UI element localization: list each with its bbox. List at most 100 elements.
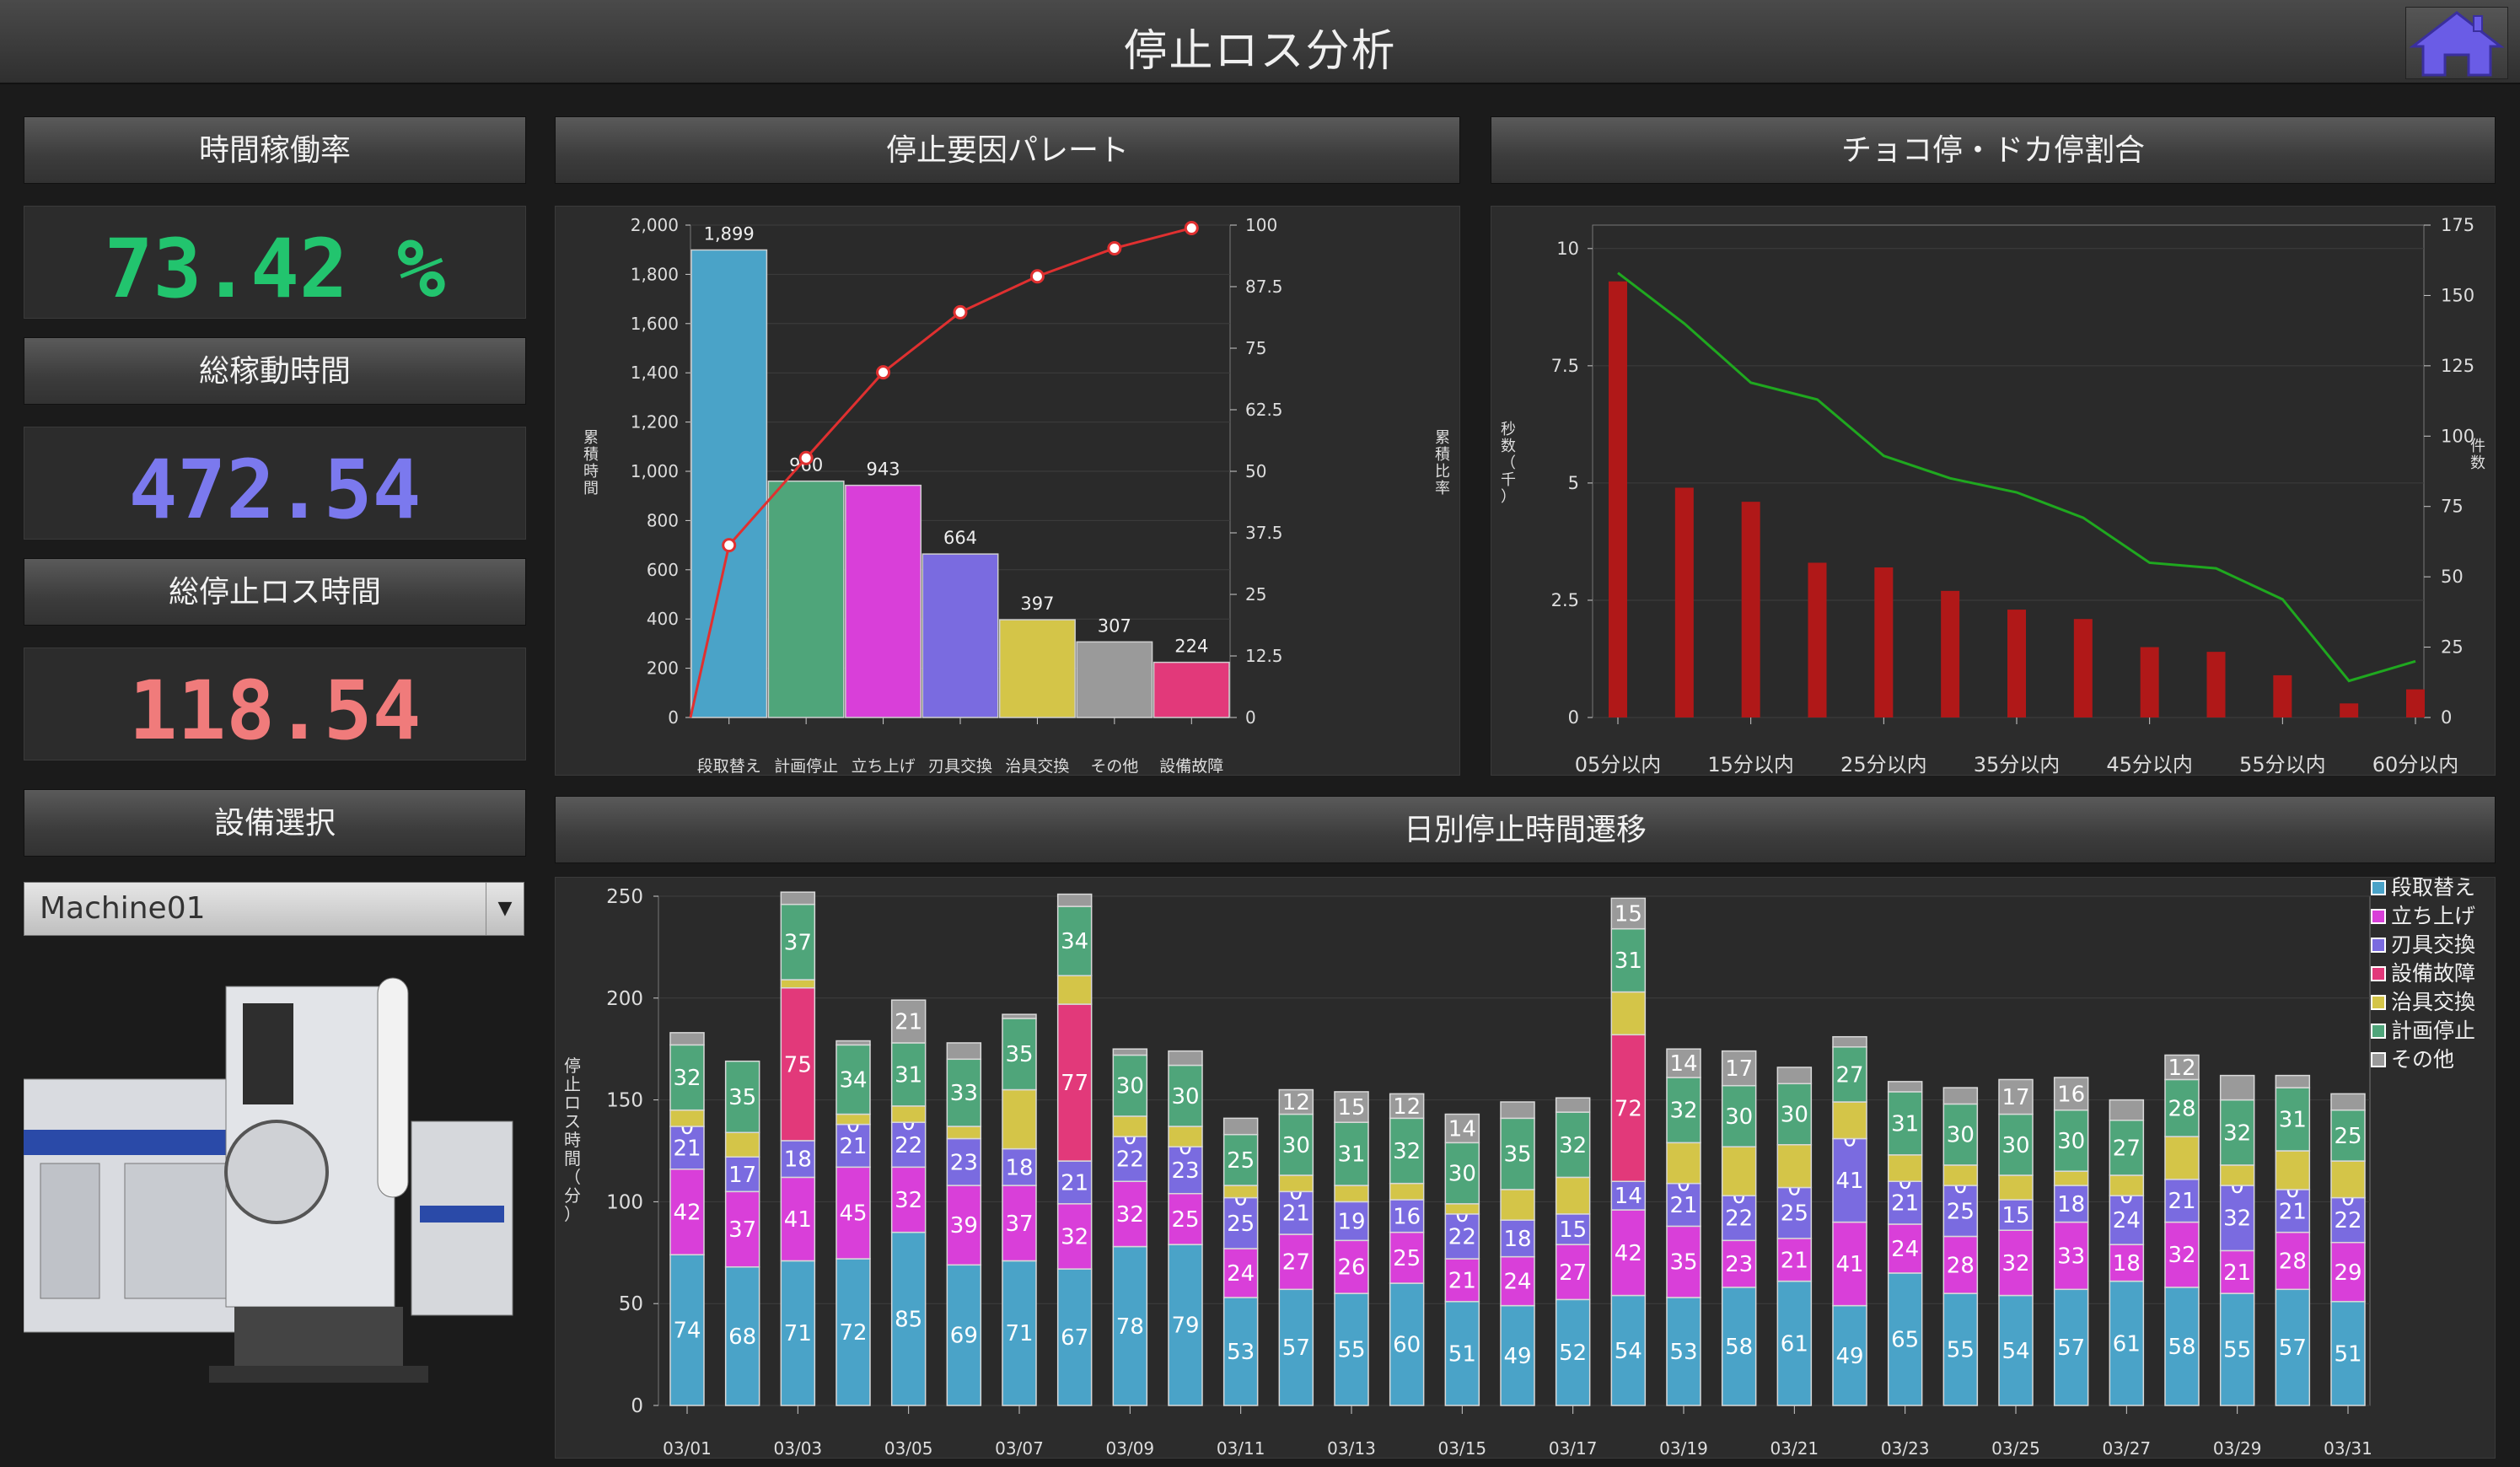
pareto-bar — [767, 480, 845, 718]
legend-item[interactable]: 計画停止 — [2371, 1017, 2475, 1045]
daily-segment-label: 33 — [950, 1081, 978, 1106]
pareto-cumulative-point — [1107, 240, 1122, 255]
daily-segment-label: 14 — [1615, 1184, 1642, 1209]
daily-segment-label: 21 — [2223, 1260, 2251, 1286]
home-button[interactable] — [2405, 7, 2508, 79]
daily-bar-segment — [1555, 1097, 1591, 1113]
daily-bar-segment — [1222, 1117, 1259, 1136]
daily-y-tick-label: 50 — [619, 1293, 643, 1315]
choko-x-tick-label: 55分以内 — [2239, 753, 2326, 775]
daily-segment-label: 17 — [1725, 1056, 1753, 1082]
daily-segment-label: 30 — [1282, 1133, 1310, 1158]
pareto-y2-tick-label: 25 — [1245, 584, 1266, 605]
legend-item[interactable]: 立ち上げ — [2371, 902, 2475, 931]
daily-segment-label: 37 — [784, 930, 812, 955]
daily-bar-segment — [2330, 1160, 2366, 1199]
daily-segment-label: 28 — [2279, 1249, 2307, 1274]
daily-segment-label: 12 — [1393, 1094, 1421, 1120]
daily-segment-label: 65 — [1891, 1327, 1919, 1352]
daily-segment-label: 31 — [2279, 1108, 2307, 1133]
daily-bar-segment — [1721, 1239, 1757, 1288]
pareto-x-tick-label: 計画停止 — [774, 757, 838, 775]
daily-segment-label: 41 — [784, 1207, 812, 1233]
daily-y-axis-label: 停止ロス時間（分） — [564, 1056, 581, 1224]
daily-bar-segment — [1610, 1209, 1647, 1297]
legend-label: 計画停止 — [2391, 1018, 2476, 1043]
daily-bar-segment — [1776, 1238, 1813, 1282]
pareto-bar-label: 397 — [1020, 594, 1054, 614]
daily-segment-label: 30 — [1781, 1103, 1808, 1128]
daily-bar-segment — [2219, 1164, 2255, 1186]
pareto-y2-tick-label: 37.5 — [1245, 523, 1283, 543]
daily-bar-segment — [946, 1264, 982, 1406]
daily-bar-segment — [890, 1105, 927, 1123]
daily-segment-label: 22 — [2334, 1208, 2361, 1233]
daily-segment-label: 71 — [784, 1321, 812, 1346]
daily-segment-label: 21 — [1282, 1201, 1310, 1227]
daily-y-tick-label: 0 — [631, 1395, 643, 1417]
daily-bar-segment — [2164, 1054, 2200, 1081]
daily-segment-label: 53 — [1669, 1340, 1697, 1365]
daily-segment-label: 33 — [2057, 1244, 2085, 1269]
pareto-cumulative-point — [722, 538, 737, 553]
daily-segment-label: 41 — [1835, 1252, 1863, 1277]
legend-item[interactable]: 段取替え — [2371, 873, 2475, 902]
daily-segment-label: 15 — [1559, 1217, 1587, 1243]
daily-bar-segment — [1666, 1182, 1701, 1228]
daily-bar-segment — [2219, 1074, 2255, 1101]
daily-bar-segment — [1056, 905, 1093, 976]
daily-x-tick-label: 03/31 — [2324, 1438, 2372, 1458]
daily-x-tick-label: 03/09 — [1106, 1438, 1155, 1458]
chevron-down-icon[interactable]: ▼ — [486, 883, 524, 935]
daily-segment-label: 21 — [1448, 1268, 1476, 1293]
daily-segment-label: 28 — [1947, 1253, 1975, 1278]
choko-y2-tick-label: 25 — [2441, 637, 2464, 658]
pareto-y-tick-label: 2,000 — [631, 215, 679, 235]
daily-bar-segment — [1334, 1091, 1369, 1123]
daily-segment-label: 49 — [1503, 1344, 1531, 1369]
daily-bar-segment — [2219, 1185, 2255, 1252]
daily-segment-label: 32 — [1116, 1202, 1144, 1228]
daily-bar-segment — [946, 1042, 982, 1061]
daily-bar-segment — [1832, 1035, 1867, 1048]
daily-bar-segment — [1610, 991, 1647, 1036]
daily-bar-segment — [1278, 1174, 1314, 1193]
choko-y-tick-label: 10 — [1556, 239, 1579, 259]
daily-bar-segment — [2109, 1120, 2145, 1176]
daily-bar-segment — [2164, 1221, 2200, 1288]
daily-segment-label: 27 — [1835, 1062, 1863, 1088]
daily-segment-label: 78 — [1116, 1314, 1144, 1340]
daily-y-tick-label: 150 — [606, 1090, 643, 1112]
daily-segment-label: 55 — [1337, 1338, 1365, 1363]
daily-bar-segment — [1721, 1084, 1757, 1147]
loss-time-box: 118.54 — [24, 648, 526, 760]
daily-bar-segment — [1666, 1225, 1701, 1298]
choko-y2-tick-label: 75 — [2441, 497, 2464, 517]
choko-x-tick-label: 60分以内 — [2372, 753, 2459, 775]
daily-segment-label: 32 — [2223, 1120, 2251, 1146]
daily-segment-label: 21 — [1061, 1170, 1088, 1196]
daily-x-tick-label: 03/05 — [884, 1438, 933, 1458]
daily-bar-segment — [1168, 1064, 1203, 1127]
daily-bar-segment — [2275, 1150, 2311, 1190]
daily-bar-segment — [890, 999, 927, 1044]
daily-segment-label: 45 — [839, 1201, 867, 1227]
equipment-select[interactable]: Machine01 ▼ — [24, 882, 524, 936]
daily-bar-segment — [1056, 1160, 1093, 1205]
daily-segment-label: 54 — [2001, 1339, 2029, 1364]
daily-bar-segment — [1721, 1287, 1757, 1406]
daily-segment-label: 29 — [2334, 1260, 2361, 1286]
daily-segment-label: 32 — [2001, 1251, 2029, 1276]
legend-item[interactable]: 治具交換 — [2371, 988, 2475, 1017]
daily-bar-segment — [2053, 1109, 2089, 1172]
daily-bar-segment — [2164, 1136, 2200, 1180]
daily-bar-segment — [724, 1131, 760, 1158]
legend-item[interactable]: 刃具交換 — [2371, 931, 2475, 959]
daily-segment-label: 60 — [1393, 1333, 1421, 1358]
legend-label: 段取替え — [2391, 875, 2476, 900]
pareto-y2-tick-label: 87.5 — [1245, 277, 1283, 297]
legend-item[interactable]: その他 — [2371, 1045, 2475, 1074]
daily-segment-label: 30 — [2001, 1133, 2029, 1158]
daily-bar-segment — [946, 1058, 982, 1127]
legend-item[interactable]: 設備故障 — [2371, 959, 2475, 988]
